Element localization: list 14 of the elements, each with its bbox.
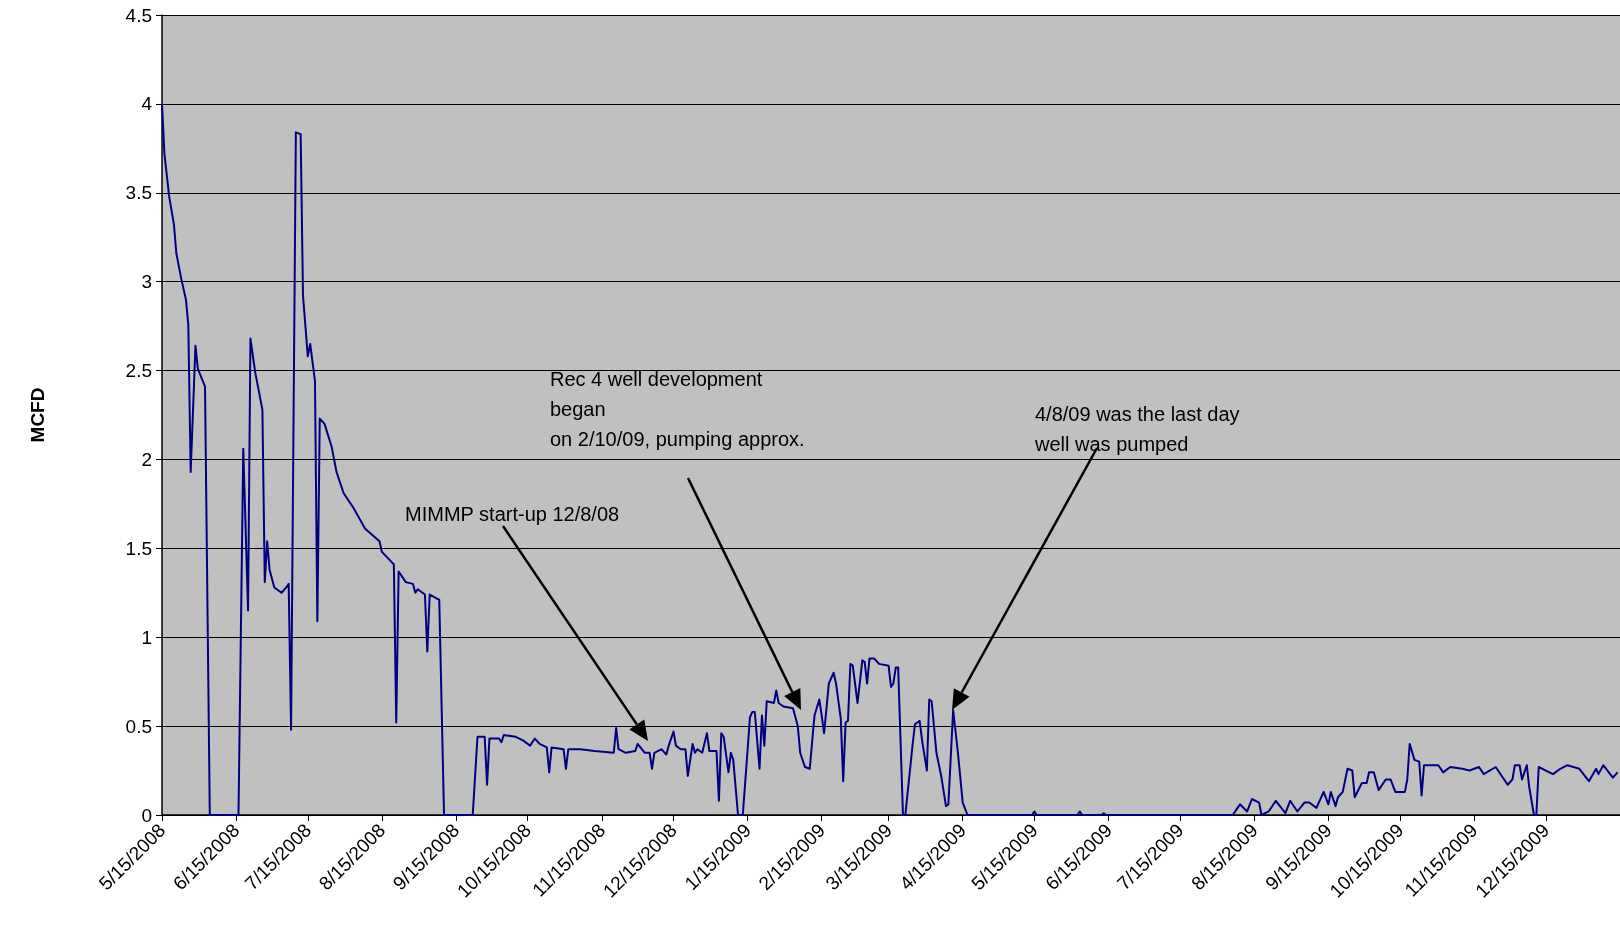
y-tick-label: 2.5 (125, 360, 152, 382)
annotation: MIMMP start-up 12/8/08 (405, 503, 620, 525)
y-tick-label: 0.5 (125, 715, 152, 737)
y-tick-label: 0 (141, 804, 152, 826)
y-tick-label: 1.5 (125, 537, 152, 559)
y-tick-label: 3.5 (125, 182, 152, 204)
y-tick-label: 4.5 (125, 4, 152, 26)
annotation: 4/8/09 was the last day well was pumped (1034, 403, 1240, 455)
y-tick-label: 1 (141, 626, 152, 648)
y-tick-label: 3 (141, 271, 152, 293)
y-axis-title: MCFD (27, 387, 48, 443)
annotation: Rec 4 well development began on 2/10/09, pumping approx. (550, 368, 805, 450)
y-tick-label: 4 (141, 93, 153, 115)
y-tick-label: 2 (141, 448, 152, 470)
